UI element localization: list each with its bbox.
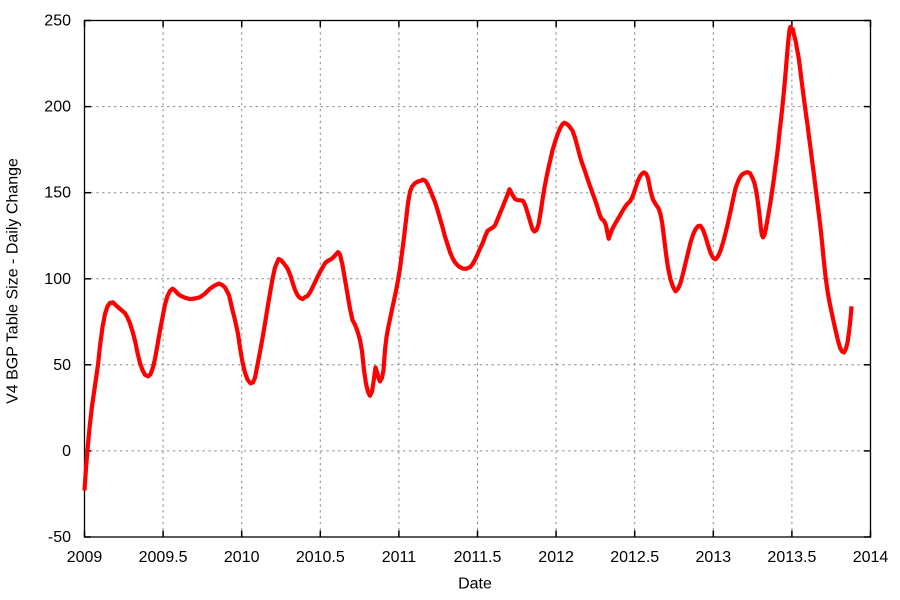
svg-text:50: 50 (53, 357, 71, 374)
svg-text:2014: 2014 (853, 549, 889, 566)
svg-text:2011.5: 2011.5 (454, 549, 502, 566)
svg-text:2011: 2011 (382, 549, 417, 566)
svg-text:2010: 2010 (224, 549, 260, 566)
svg-text:2013: 2013 (696, 549, 732, 566)
svg-text:200: 200 (44, 99, 71, 116)
svg-text:250: 250 (44, 13, 71, 30)
svg-text:-50: -50 (48, 529, 71, 546)
svg-text:Date: Date (458, 576, 492, 593)
svg-text:2010.5: 2010.5 (296, 549, 345, 566)
svg-text:150: 150 (44, 185, 71, 202)
svg-text:2009: 2009 (67, 549, 103, 566)
svg-text:2009.5: 2009.5 (139, 549, 188, 566)
svg-text:0: 0 (62, 443, 71, 460)
svg-text:2012.5: 2012.5 (610, 549, 659, 566)
svg-text:2013.5: 2013.5 (767, 549, 816, 566)
svg-text:100: 100 (44, 271, 71, 288)
svg-text:2012: 2012 (538, 549, 574, 566)
svg-text:V4 BGP Table Size - Daily Chan: V4 BGP Table Size - Daily Change (5, 158, 22, 404)
